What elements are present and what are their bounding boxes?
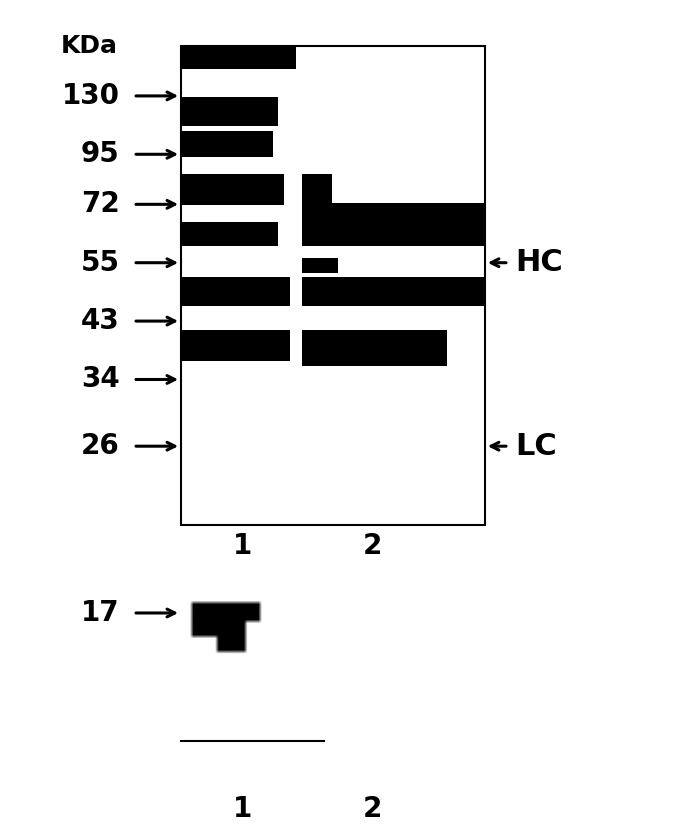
Text: LC: LC bbox=[516, 432, 557, 460]
Text: 130: 130 bbox=[61, 82, 120, 110]
Text: 26: 26 bbox=[81, 432, 120, 460]
Text: 55: 55 bbox=[81, 249, 120, 277]
Text: 95: 95 bbox=[81, 140, 120, 168]
Text: 72: 72 bbox=[81, 190, 120, 219]
Bar bbox=[181, 46, 485, 525]
Text: 17: 17 bbox=[81, 599, 120, 627]
Text: HC: HC bbox=[516, 249, 563, 277]
Text: 1: 1 bbox=[233, 795, 252, 823]
Text: 2: 2 bbox=[363, 795, 382, 823]
Text: 1: 1 bbox=[233, 532, 252, 560]
Text: 43: 43 bbox=[81, 307, 120, 335]
Text: 2: 2 bbox=[363, 532, 382, 560]
Text: 34: 34 bbox=[81, 365, 120, 394]
Text: KDa: KDa bbox=[60, 34, 117, 58]
